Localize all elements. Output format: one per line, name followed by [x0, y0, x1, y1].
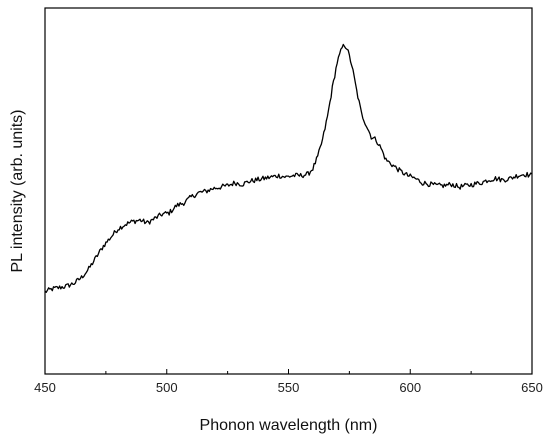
x-tick-label: 500: [156, 380, 178, 395]
x-tick-label: 450: [34, 380, 56, 395]
y-axis-title: PL intensity (arb. units): [9, 109, 26, 272]
x-axis-title: Phonon wavelength (nm): [200, 417, 378, 434]
x-tick-label: 600: [399, 380, 421, 395]
x-axis-ticks: 450 500 550 600 650: [34, 369, 543, 395]
spectrum-line: [44, 43, 533, 294]
x-tick-label: 650: [521, 380, 543, 395]
x-tick-label: 550: [278, 380, 300, 395]
spectrum-layer: [44, 43, 533, 294]
